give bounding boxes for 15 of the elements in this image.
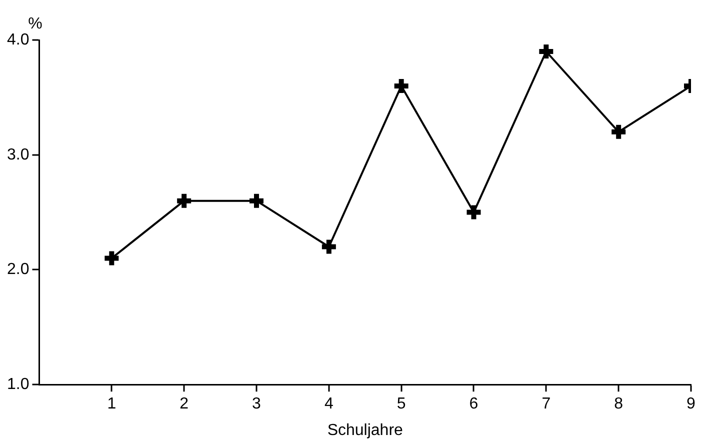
x-tick-label: 5 (396, 396, 406, 413)
x-tick-label: 8 (614, 396, 624, 413)
x-tick-label: 7 (542, 396, 551, 413)
x-tick-label: 9 (686, 396, 696, 413)
x-tick-label: 1 (107, 396, 116, 413)
x-tick-label: 2 (180, 396, 189, 413)
x-tick-label: 4 (324, 396, 334, 413)
y-tick-label: 2.0 (6, 261, 30, 278)
x-tick-label: 6 (469, 396, 478, 413)
y-tick-label: 3.0 (6, 146, 30, 164)
x-tick-label: 3 (252, 396, 262, 413)
x-axis-title: Schuljahre (327, 422, 404, 439)
y-axis-title: % (28, 15, 42, 32)
y-tick-label: 4.0 (6, 31, 30, 48)
y-tick-label: 1.0 (6, 376, 30, 394)
